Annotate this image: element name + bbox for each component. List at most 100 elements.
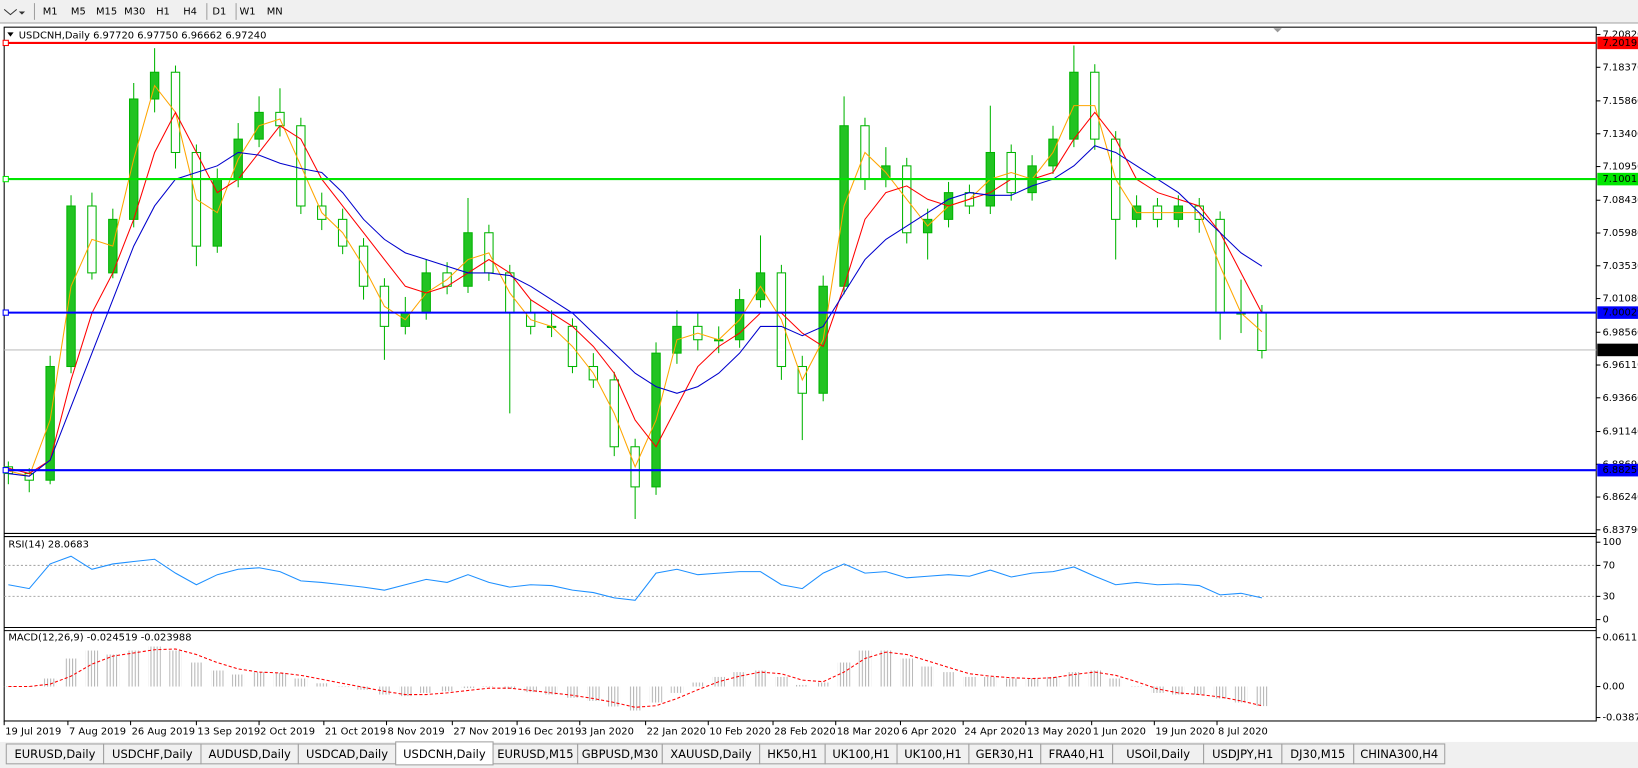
x-tick-label: 10 Feb 2020 [709, 726, 771, 737]
tab-label[interactable]: UK100,H1 [904, 747, 961, 761]
toolbar-icon[interactable] [3, 9, 18, 16]
x-tick-label: 3 Jan 2020 [581, 726, 634, 737]
timeframe-button[interactable]: W1 [240, 6, 256, 17]
level-label-bg [1597, 306, 1638, 319]
macd-bar [148, 646, 161, 687]
macd-bar [106, 654, 120, 687]
timeframe-button[interactable]: M30 [124, 6, 145, 17]
macd-bar [211, 670, 224, 687]
x-tick-label: 13 May 2020 [1027, 726, 1092, 737]
timeframe-button[interactable]: D1 [212, 6, 226, 17]
macd-bar [754, 670, 767, 687]
y-tick-label: 7.13400 [1602, 129, 1638, 140]
tab-label[interactable]: XAUUSD,Daily [670, 747, 752, 761]
timeframe-button[interactable]: H4 [183, 6, 197, 17]
tab-label[interactable]: HK50,H1 [767, 747, 817, 761]
macd-bar [963, 676, 976, 687]
macd-bar [1130, 686, 1143, 688]
header-arrow [7, 32, 14, 37]
tab-label[interactable]: USDCHF,Daily [112, 747, 193, 761]
tab-label[interactable]: USDCAD,Daily [306, 747, 388, 761]
macd-bar [399, 686, 412, 697]
macd-bar [921, 666, 934, 687]
macd-bar [169, 650, 182, 687]
y-tick-label: 6.93660 [1602, 393, 1638, 404]
macd-bar [64, 658, 78, 687]
tab[interactable] [1353, 743, 1446, 765]
x-tick-label: 13 Sep 2019 [197, 726, 260, 737]
toolbar-dropdown[interactable] [18, 11, 26, 15]
tab-label[interactable]: GER30,H1 [976, 747, 1034, 761]
macd-bar [566, 686, 579, 698]
x-tick-label: 22 Jan 2020 [647, 726, 706, 737]
tab-label[interactable]: USDCNH,Daily [403, 747, 486, 761]
macd-bar [628, 686, 642, 711]
y-tick-label: 7.03530 [1602, 261, 1638, 272]
y-tick-label: 30 [1602, 591, 1615, 602]
macd-bar [879, 650, 893, 687]
x-tick-label: 2 Oct 2019 [260, 726, 315, 737]
macd-bar [1151, 686, 1164, 693]
macd-bar [1004, 678, 1018, 687]
x-tick-label: 19 Jun 2020 [1155, 726, 1215, 737]
tab-label[interactable]: DJ30,M15 [1290, 747, 1345, 761]
timeframe-button[interactable]: M1 [43, 6, 58, 17]
x-tick-label: 8 Nov 2019 [388, 726, 445, 737]
x-tick-label: 27 Nov 2019 [453, 726, 516, 737]
tab-label[interactable]: UK100,H1 [832, 747, 889, 761]
tab-label[interactable]: GBPUSD,M30 [582, 747, 658, 761]
tab-label[interactable]: AUDUSD,Daily [208, 747, 291, 761]
y-tick-label: 7.08430 [1602, 195, 1638, 206]
timeframe-button[interactable]: M15 [96, 6, 117, 17]
macd-bar [858, 650, 872, 687]
macd-bar [231, 674, 245, 687]
macd-bar [252, 672, 266, 687]
y-tick-label: 6.86240 [1602, 492, 1638, 503]
macd-bar [378, 686, 391, 695]
macd-bar [22, 686, 36, 688]
x-tick-label: 7 Aug 2019 [69, 726, 126, 737]
tab-label[interactable]: FRA40,H1 [1049, 747, 1105, 761]
timeframe-button[interactable]: M5 [71, 6, 86, 17]
y-tick-label: -0.03877 [1602, 713, 1638, 724]
x-tick-label: 24 Apr 2020 [964, 726, 1025, 737]
y-tick-label: 6.91140 [1602, 427, 1638, 438]
toolbar [0, 0, 1638, 23]
macd-bar [273, 672, 287, 687]
timeframe-button[interactable]: MN [267, 6, 283, 17]
macd-bar [1046, 676, 1060, 687]
macd-bar [294, 678, 308, 687]
macd-bar [733, 672, 746, 687]
macd-bar [837, 662, 851, 687]
macd-bar [984, 676, 997, 687]
tab-label[interactable]: EURUSD,Daily [15, 747, 96, 761]
macd-bar [336, 686, 349, 688]
x-tick-label: 28 Feb 2020 [774, 726, 836, 737]
last-price-label: 6.97240 [1602, 345, 1638, 356]
tab-label[interactable]: USDJPY,H1 [1212, 747, 1273, 761]
macd-bar [482, 686, 496, 688]
tab-label[interactable]: EURUSD,M15 [497, 747, 573, 761]
y-tick-label: 0.00 [1602, 682, 1624, 693]
tab-label[interactable]: USOil,Daily [1126, 747, 1190, 761]
level-handle [2, 467, 9, 474]
tab-label[interactable]: CHINA300,H4 [1360, 747, 1438, 761]
level-label-bg [1597, 36, 1638, 50]
y-tick-label: 7.05980 [1602, 228, 1638, 239]
y-tick-label: 70 [1602, 560, 1615, 571]
y-tick-label: 0 [1602, 615, 1608, 626]
level-label: 7.00029 [1602, 308, 1638, 319]
y-tick-label: 7.18370 [1602, 62, 1638, 73]
macd-bar [1109, 678, 1122, 687]
macd-bar [587, 686, 600, 701]
y-tick-label: 6.96110 [1602, 360, 1638, 371]
candle-body [45, 365, 55, 481]
macd-bar [357, 686, 370, 690]
y-tick-label: 6.83790 [1602, 525, 1638, 536]
macd-bar [1172, 686, 1185, 695]
x-tick-label: 21 Oct 2019 [325, 726, 386, 737]
timeframe-button[interactable]: H1 [156, 6, 170, 17]
macd-bar [85, 650, 99, 687]
chart-layer: M1 M5 M15 M30 H1 H4 D1 W1 MN USDCNH,Daily 6.97720… [2, 3, 1638, 766]
